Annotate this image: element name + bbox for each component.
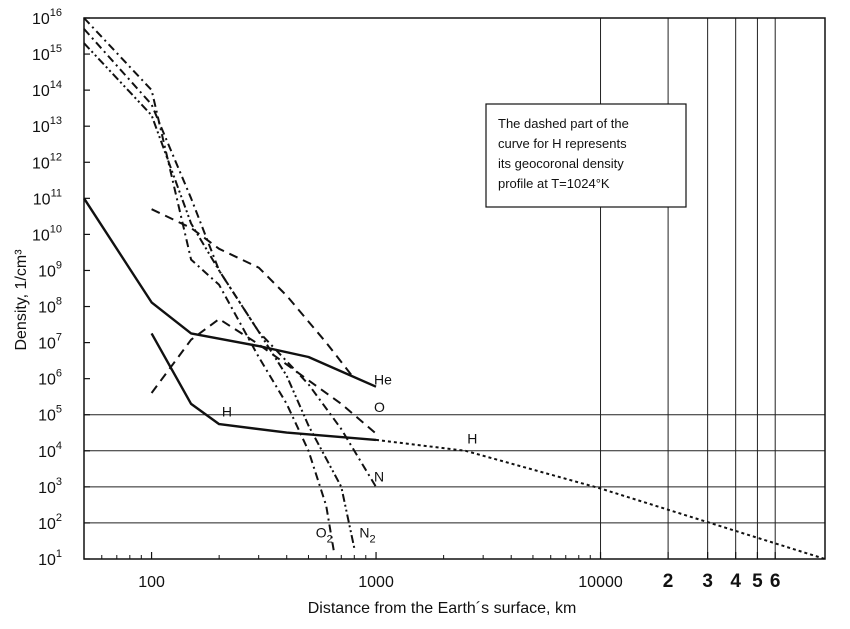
y-tick-label-10: 1011 (33, 187, 62, 208)
x-tick-label-6: 5 (752, 571, 763, 592)
curve-label-4: N (374, 469, 384, 485)
annotation-line-3: its geocoronal density (498, 156, 624, 171)
curve-label-6: N2 (359, 524, 375, 545)
annotation-line-2: curve for H represents (498, 136, 627, 151)
y-tick-label-12: 1013 (32, 115, 62, 136)
y-axis-label: Density, 1/cm³ (13, 249, 30, 351)
x-tick-label-3: 2 (663, 571, 674, 592)
y-tick-label-8: 109 (38, 259, 62, 280)
y-tick-label-3: 104 (38, 440, 62, 461)
y-tick-label-14: 1015 (32, 43, 62, 64)
y-tick-label-6: 107 (38, 332, 62, 353)
series-line-6 (83, 17, 336, 553)
y-tick-label-15: 1016 (32, 7, 62, 28)
y-tick-label-1: 102 (38, 512, 62, 533)
x-axis-ticks: 100 1000 10000 2 3 4 5 6 (101, 552, 781, 592)
y-tick-label-9: 1010 (32, 223, 62, 244)
series-line-4 (83, 28, 377, 488)
x-tick-label-4: 3 (702, 571, 713, 592)
y-tick-label-13: 1014 (32, 79, 62, 100)
annotation-line-4: profile at T=1024°K (498, 176, 610, 191)
x-axis-label: Distance from the Earth´s surface, km (308, 600, 577, 617)
y-tick-label-0: 101 (38, 548, 62, 569)
curve-label-2: H (222, 403, 232, 419)
x-tick-label-0: 100 (138, 574, 165, 591)
x-tick-label-1: 1000 (358, 574, 394, 591)
series-line-3 (150, 318, 377, 435)
series-line-7 (83, 42, 356, 549)
plot-frame (83, 17, 826, 560)
y-tick-label-4: 105 (38, 404, 62, 425)
y-axis-ticks: 101 102 103 104 105 106 107 108 109 1010 1011 1012 1… (32, 7, 90, 569)
grid-lines (84, 18, 825, 559)
y-tick-label-2: 103 (38, 476, 62, 497)
series-lines (82, 17, 826, 560)
curve-labels: He O H H N O2 N2 (222, 371, 477, 545)
y-tick-label-7: 108 (38, 296, 62, 317)
x-tick-label-7: 6 (770, 571, 781, 592)
series-line-5 (151, 208, 356, 380)
curve-label-3: H (467, 430, 477, 446)
x-tick-label-2: 10000 (578, 574, 623, 591)
x-tick-label-5: 4 (730, 571, 741, 592)
y-tick-label-5: 106 (38, 368, 62, 389)
curve-label-0: He (374, 371, 392, 387)
curve-label-5: O2 (316, 524, 333, 545)
y-tick-label-11: 1012 (32, 151, 62, 172)
curve-label-1: O (374, 399, 385, 415)
series-line-0 (150, 332, 377, 442)
annotation-line-1: The dashed part of the (498, 116, 629, 131)
series-line-2 (82, 197, 377, 388)
annotation-box: The dashed part of the curve for H repre… (485, 103, 687, 208)
